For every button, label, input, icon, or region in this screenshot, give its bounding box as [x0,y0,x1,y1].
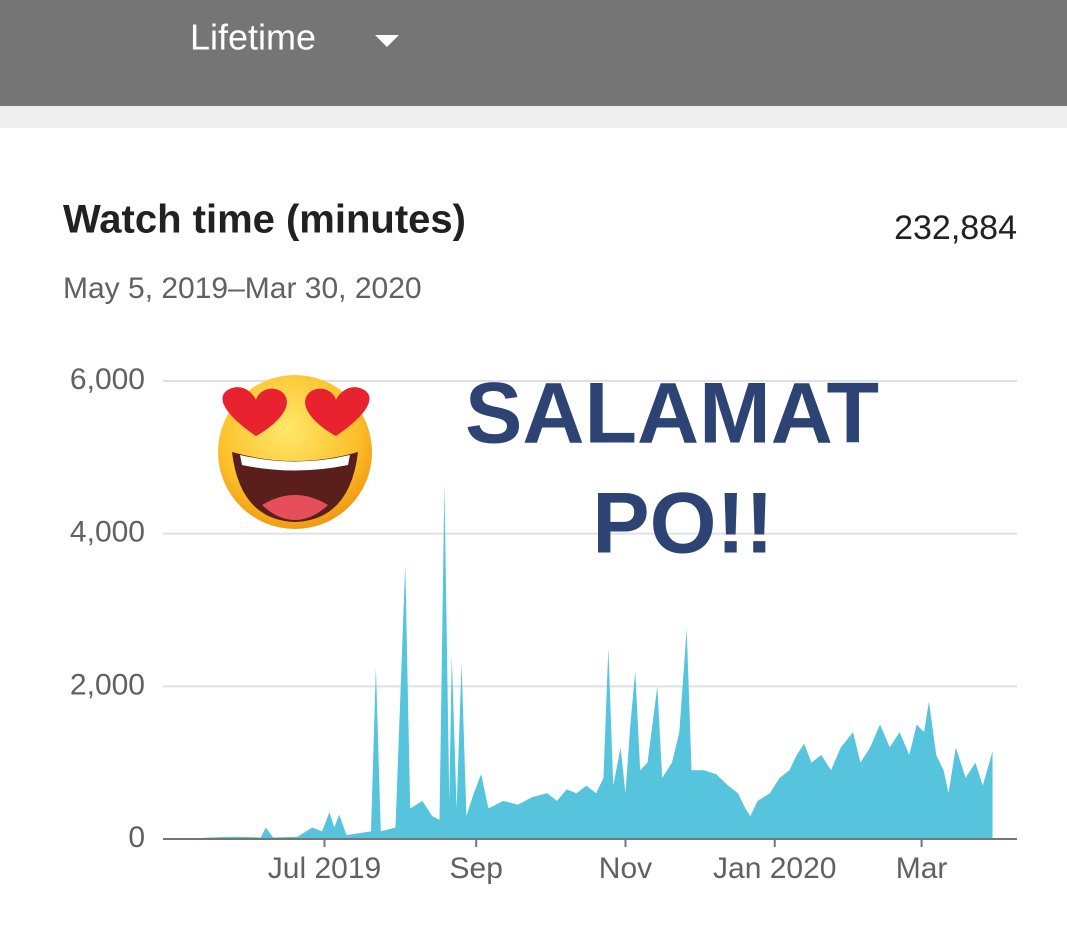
x-tick-label: Jul 2019 [268,852,381,885]
divider [0,106,1067,128]
x-tick-label: Nov [599,852,652,885]
top-bar [0,0,1067,106]
overlay-text: SALAMAT [465,366,879,462]
plot: 0 2,000 4,000 6,000 Jul 2019 Sep Nov Jan 2020 Ma… [70,363,1017,885]
metric-title: Watch time (minutes) [63,198,466,242]
y-tick-label: 4,000 [70,516,145,549]
y-tick-label: 0 [128,821,145,854]
x-tick-label: Sep [450,852,503,885]
emoji [218,375,372,529]
x-tick-label: Jan 2020 [713,852,836,885]
x-tick-label: Mar [896,852,948,885]
area [185,484,993,839]
overlay-text: PO!! [592,476,774,572]
period-selector[interactable]: Lifetime [190,17,316,58]
date-range: May 5, 2019–Mar 30, 2020 [63,272,422,305]
metric-total: 232,884 [894,209,1017,247]
y-tick-label: 2,000 [70,668,145,701]
dropdown-arrow[interactable] [375,35,399,47]
y-tick-label: 6,000 [70,363,145,396]
